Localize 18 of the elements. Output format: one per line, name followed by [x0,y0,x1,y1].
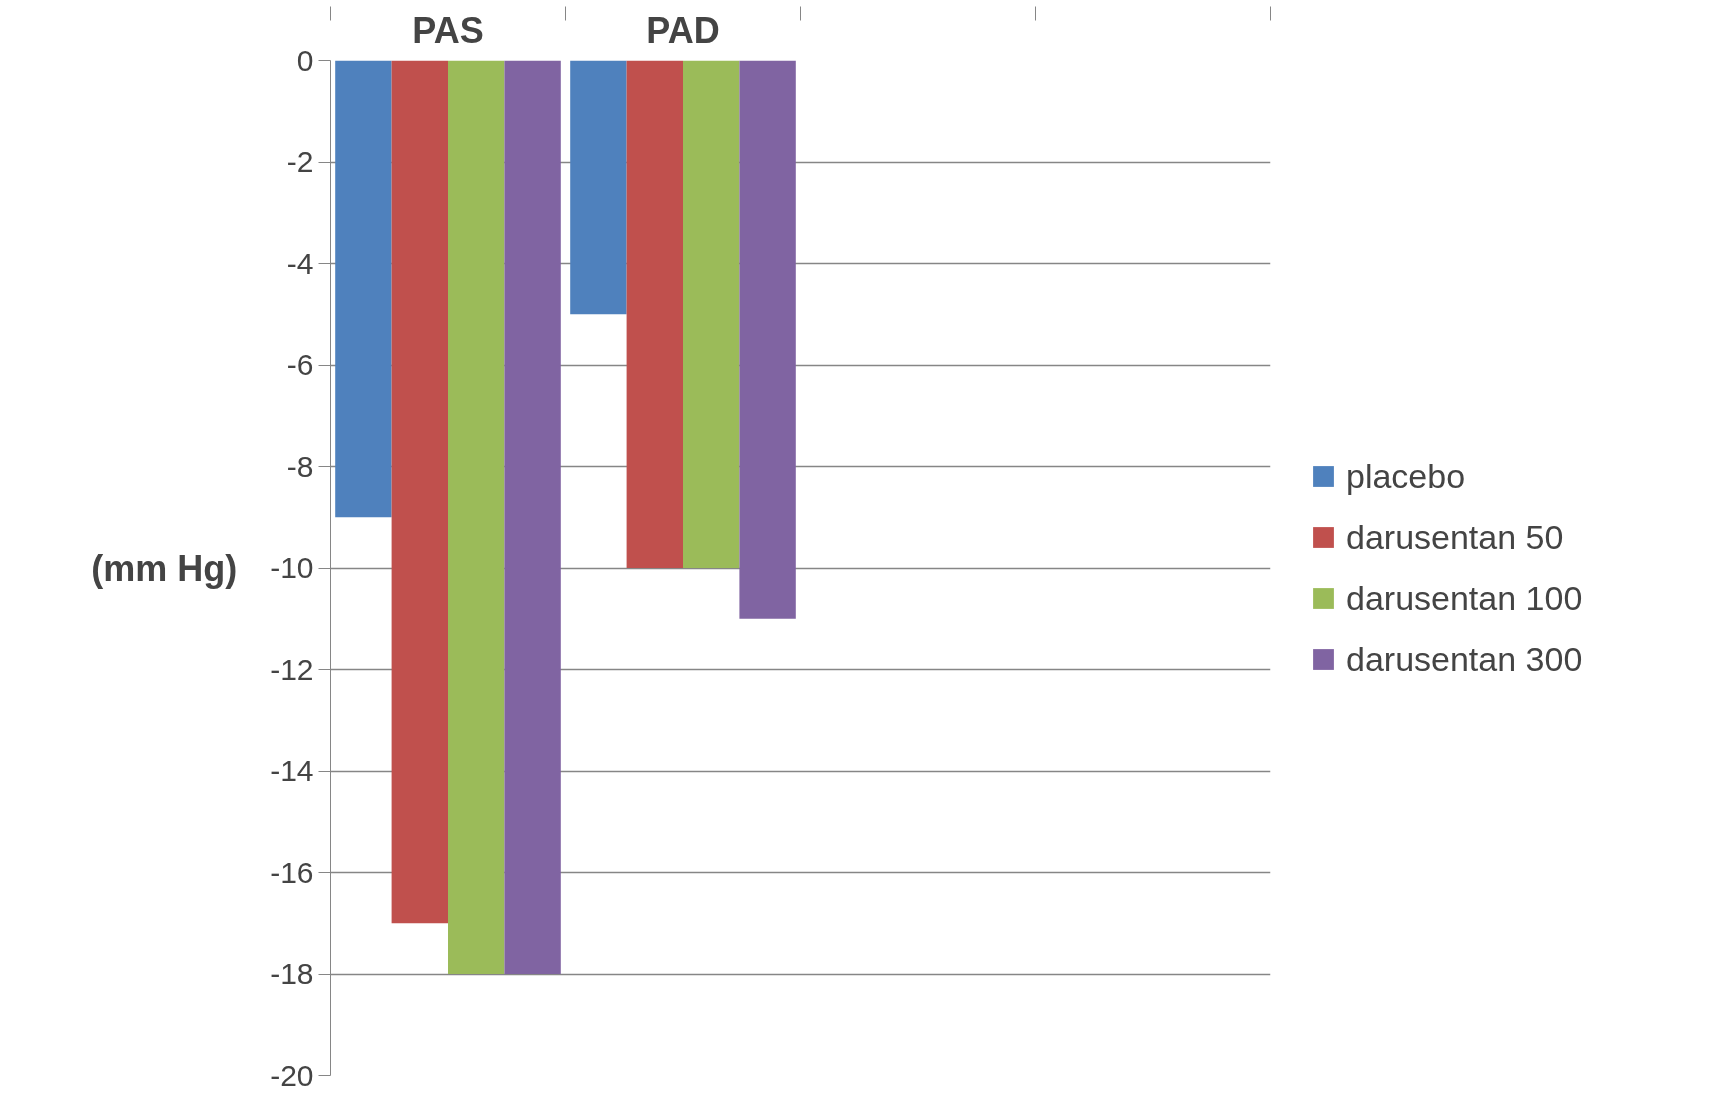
y-axis-title: (mm Hg) [91,547,238,589]
y-tick-label: -8 [286,449,314,483]
y-tick-label: 0 [296,43,314,77]
y-tick-label: -10 [270,551,314,584]
y-tick-label: -2 [286,145,314,178]
y-tick-label: -4 [286,246,314,280]
legend-label: darusentan 100 [1346,578,1583,618]
y-tick-label: -20 [270,1058,314,1092]
y-tick-label: -18 [270,957,314,990]
x-tick-label: PAS [412,9,484,51]
y-tick-label: -12 [270,652,314,686]
x-tick-label: PAD [646,9,720,51]
y-tick-label: -6 [286,348,314,381]
legend-label: darusentan 300 [1346,639,1583,679]
y-tick-label: -14 [270,754,314,787]
y-tick-label: -16 [270,855,314,889]
legend-label: placebo [1346,456,1466,496]
legend-label: darusentan 50 [1346,517,1564,557]
